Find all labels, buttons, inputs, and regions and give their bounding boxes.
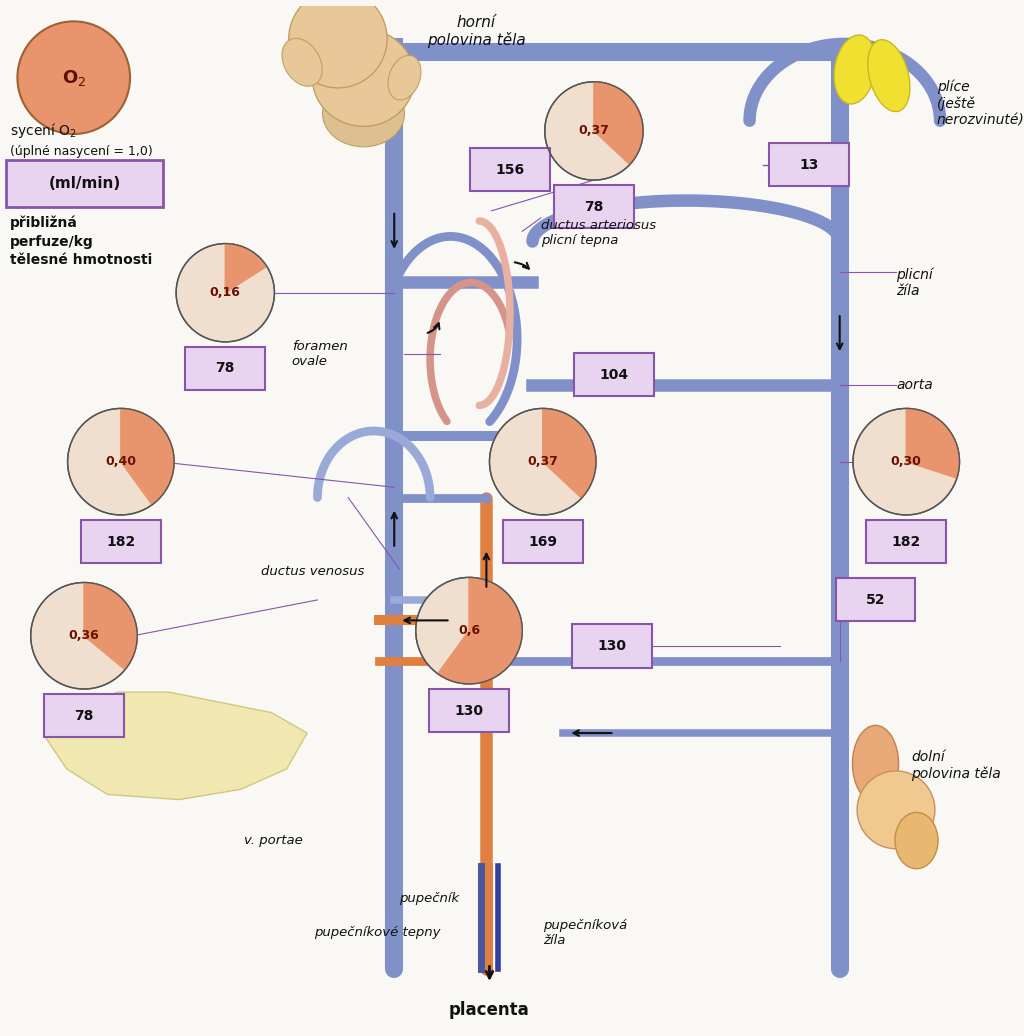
- Text: pupečníkové tepny: pupečníkové tepny: [313, 926, 440, 940]
- Text: pupečník: pupečník: [398, 892, 459, 905]
- Text: sycení O$_2$: sycení O$_2$: [10, 121, 77, 141]
- Text: dolní
polovina těla: dolní polovina těla: [911, 750, 1001, 781]
- Ellipse shape: [895, 812, 938, 869]
- FancyBboxPatch shape: [81, 520, 161, 563]
- Circle shape: [68, 408, 174, 515]
- Text: 169: 169: [528, 535, 557, 548]
- FancyBboxPatch shape: [503, 520, 583, 563]
- FancyBboxPatch shape: [836, 578, 915, 622]
- Circle shape: [31, 582, 137, 689]
- Circle shape: [857, 771, 935, 848]
- FancyBboxPatch shape: [554, 185, 634, 228]
- FancyBboxPatch shape: [185, 347, 265, 390]
- Circle shape: [853, 408, 959, 515]
- Ellipse shape: [388, 55, 421, 99]
- Text: (ml/min): (ml/min): [48, 176, 121, 191]
- Text: 78: 78: [75, 709, 93, 723]
- Text: tělesné hmotnosti: tělesné hmotnosti: [10, 253, 153, 267]
- Text: O$_2$: O$_2$: [61, 67, 86, 88]
- Text: 52: 52: [865, 593, 886, 607]
- Text: 0,6: 0,6: [458, 624, 480, 637]
- Text: 0,30: 0,30: [891, 455, 922, 468]
- Text: 130: 130: [598, 639, 627, 653]
- Circle shape: [545, 82, 643, 180]
- Circle shape: [289, 0, 387, 88]
- Text: v. portae: v. portae: [244, 834, 302, 847]
- Wedge shape: [543, 408, 596, 498]
- Ellipse shape: [834, 35, 877, 104]
- FancyBboxPatch shape: [44, 694, 124, 738]
- Text: 0,37: 0,37: [527, 455, 558, 468]
- Text: aorta: aorta: [896, 378, 933, 392]
- Text: 0,16: 0,16: [210, 286, 241, 299]
- Wedge shape: [225, 243, 267, 293]
- FancyBboxPatch shape: [769, 143, 849, 186]
- FancyBboxPatch shape: [6, 160, 163, 207]
- Circle shape: [416, 577, 522, 684]
- Wedge shape: [906, 408, 959, 479]
- Text: (úplné nasycení = 1,0): (úplné nasycení = 1,0): [10, 145, 153, 157]
- Ellipse shape: [282, 38, 323, 86]
- Text: 156: 156: [496, 163, 524, 177]
- Text: pupečníková
žíla: pupečníková žíla: [543, 919, 627, 947]
- Ellipse shape: [312, 29, 415, 126]
- Ellipse shape: [323, 80, 404, 147]
- Text: 78: 78: [585, 200, 603, 213]
- Text: horní
polovina těla: horní polovina těla: [427, 15, 525, 49]
- Text: 13: 13: [800, 157, 818, 172]
- Text: perfuze/kg: perfuze/kg: [10, 234, 94, 249]
- Wedge shape: [121, 408, 174, 505]
- FancyBboxPatch shape: [572, 625, 652, 667]
- Wedge shape: [437, 577, 522, 684]
- Text: plicní
žíla: plicní žíla: [896, 267, 933, 297]
- Text: 0,36: 0,36: [69, 629, 99, 642]
- Wedge shape: [594, 82, 643, 165]
- Ellipse shape: [852, 725, 899, 802]
- FancyBboxPatch shape: [470, 148, 550, 192]
- FancyBboxPatch shape: [574, 353, 654, 396]
- Wedge shape: [84, 582, 137, 669]
- Text: 182: 182: [106, 535, 135, 548]
- Polygon shape: [46, 692, 307, 800]
- Text: 0,40: 0,40: [105, 455, 136, 468]
- FancyBboxPatch shape: [866, 520, 946, 563]
- Text: 130: 130: [455, 703, 483, 718]
- Text: ductus arteriosus
plicní tepna: ductus arteriosus plicní tepna: [541, 220, 655, 248]
- Text: foramen
ovale: foramen ovale: [292, 340, 347, 368]
- Circle shape: [489, 408, 596, 515]
- Circle shape: [176, 243, 274, 342]
- Text: přibližná: přibližná: [10, 215, 78, 230]
- Circle shape: [17, 22, 130, 134]
- Ellipse shape: [867, 39, 910, 112]
- Text: ductus venosus: ductus venosus: [261, 565, 365, 578]
- Text: 182: 182: [892, 535, 921, 548]
- Text: 78: 78: [216, 362, 234, 375]
- Text: 0,37: 0,37: [579, 124, 609, 138]
- Text: plíce
(ještě
nerozvinuté): plíce (ještě nerozvinuté): [937, 80, 1024, 127]
- FancyBboxPatch shape: [429, 689, 509, 732]
- Text: placenta: placenta: [450, 1001, 529, 1018]
- Text: 104: 104: [600, 368, 629, 381]
